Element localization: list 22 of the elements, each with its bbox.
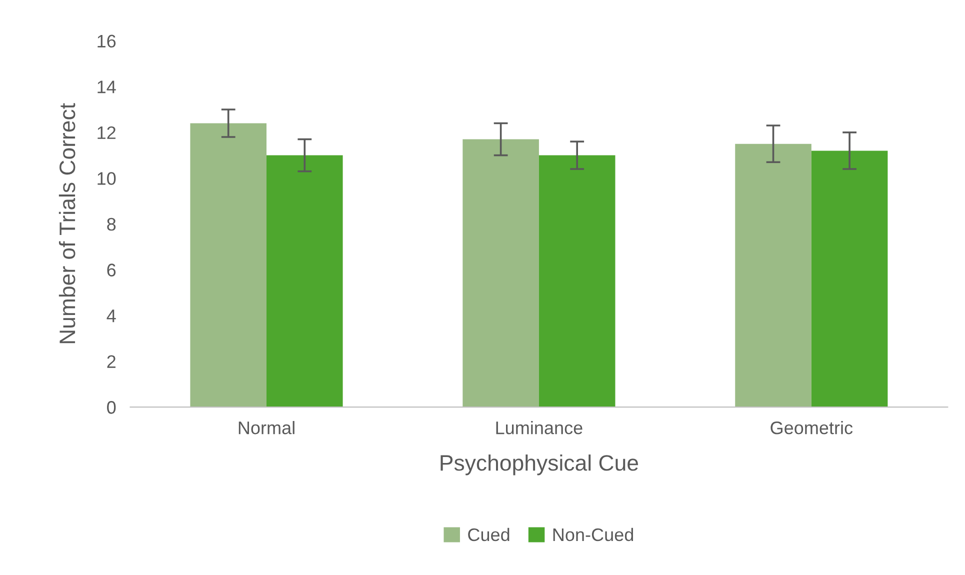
- y-tick-label: 12: [98, 126, 116, 139]
- legend-label: Non-Cued: [553, 528, 634, 542]
- bar: [811, 150, 888, 408]
- y-tick-label: 0: [107, 401, 116, 414]
- y-tick-label: 10: [98, 172, 116, 185]
- x-tick-label: Normal: [238, 420, 294, 434]
- bar: [735, 144, 812, 408]
- bar: [462, 139, 539, 408]
- y-tick-label: 2: [107, 355, 116, 368]
- y-tick-label: 14: [98, 80, 116, 94]
- y-tick-label: 6: [107, 264, 116, 276]
- bar: [266, 155, 343, 408]
- bar: [538, 155, 616, 408]
- x-tick-label: Geometric: [770, 420, 853, 434]
- y-axis-title: Number of Trials Correct: [58, 103, 76, 344]
- y-tick-label: 8: [107, 218, 116, 231]
- y-tick-label: 16: [98, 34, 116, 48]
- bar: [190, 123, 266, 408]
- x-tick-label: Luminance: [496, 420, 582, 434]
- y-tick-label: 4: [106, 310, 116, 322]
- x-axis-title: Psychophysical Cue: [440, 454, 638, 476]
- legend-label: Cued: [468, 528, 510, 542]
